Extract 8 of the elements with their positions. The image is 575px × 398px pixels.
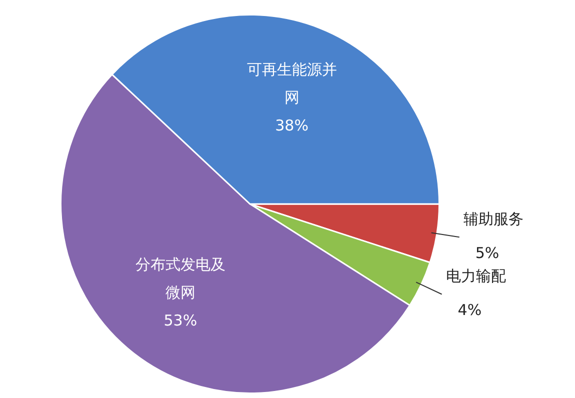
data-label: 5% <box>475 244 500 262</box>
slice-label: 分布式发电及微网 <box>135 256 226 302</box>
data-label: 53% <box>164 312 198 330</box>
data-label: 4% <box>458 301 482 320</box>
slice-label: 可再生能源并网 <box>246 60 337 106</box>
data-label: 38% <box>275 116 308 134</box>
slice-label: 辅助服务 <box>463 210 524 228</box>
slice-label: 电力输配 <box>446 267 506 286</box>
